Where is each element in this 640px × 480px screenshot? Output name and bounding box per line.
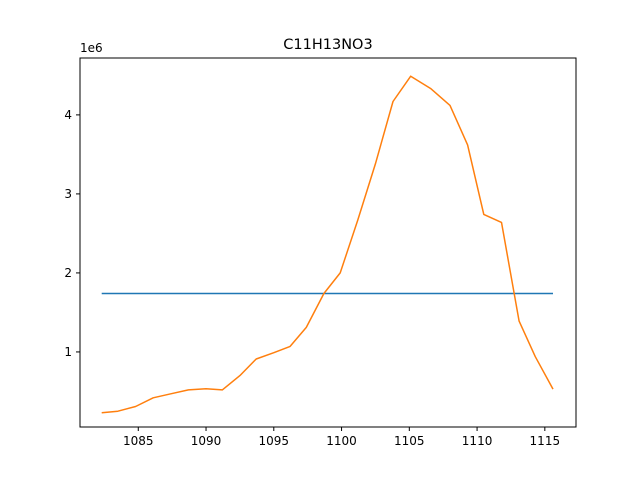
x-axis: 1085 1090 1095 1100 1105 1110 1115 xyxy=(123,427,560,448)
chart-title: C11H13NO3 xyxy=(283,37,372,53)
x-tick-label: 1110 xyxy=(462,434,493,448)
y-tick-label: 1 xyxy=(64,345,72,359)
y-axis: 1 2 3 4 xyxy=(64,108,80,359)
series-line-2 xyxy=(101,75,554,414)
y-tick-label: 2 xyxy=(64,266,72,280)
plot-frame xyxy=(79,57,577,428)
x-tick-label: 1115 xyxy=(530,434,561,448)
x-tick-label: 1095 xyxy=(259,434,290,448)
x-tick-label: 1100 xyxy=(326,434,357,448)
y-tick-label: 3 xyxy=(64,187,72,201)
x-tick-label: 1090 xyxy=(191,434,222,448)
x-tick-label: 1085 xyxy=(123,434,154,448)
y-offset-label: 1e6 xyxy=(80,41,103,55)
series-layer xyxy=(101,75,554,414)
y-tick-label: 4 xyxy=(64,108,72,122)
x-tick-label: 1105 xyxy=(394,434,425,448)
